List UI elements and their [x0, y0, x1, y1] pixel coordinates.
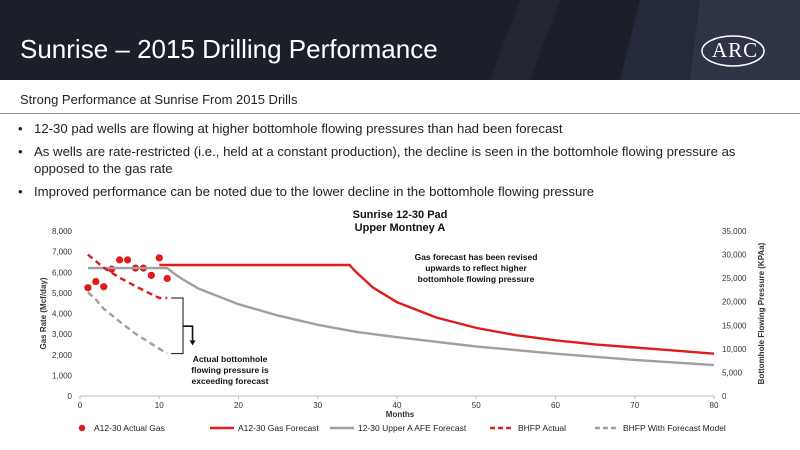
- annotation-arrow: [183, 325, 194, 341]
- bhfp-actual-line: [87, 253, 168, 300]
- gas-forecast-line: [159, 263, 715, 355]
- bullet-list: 12-30 pad wells are flowing at higher bo…: [18, 120, 778, 206]
- annotation-arrowhead: [189, 340, 196, 346]
- slide-subtitle: Strong Performance at Sunrise From 2015 …: [20, 92, 298, 107]
- actual-gas-point: [155, 254, 163, 262]
- logo-text: ARC: [712, 38, 759, 62]
- header-stripe-graphic: [490, 0, 800, 80]
- y-tick-label: 4,000: [52, 310, 73, 319]
- x-tick-label: 20: [234, 401, 243, 410]
- chart-subtitle: Upper Montney A: [355, 222, 446, 234]
- y-tick-label: 6,000: [52, 268, 73, 277]
- chart-title: Sunrise 12-30 Pad: [353, 209, 448, 221]
- x-tick-label: 30: [313, 401, 322, 410]
- afe-forecast-line: [87, 266, 715, 367]
- x-tick-label: 0: [78, 401, 83, 410]
- actual-gas-point: [123, 256, 132, 264]
- divider: [0, 113, 800, 114]
- y2-tick-label: 5,000: [722, 368, 743, 377]
- actual-gas-point: [92, 277, 100, 286]
- y2-tick-label: 10,000: [722, 345, 747, 354]
- y-tick-label: 1,000: [52, 371, 73, 380]
- actual-gas-point: [147, 271, 155, 279]
- bullet-item: As wells are rate-restricted (i.e., held…: [18, 143, 778, 177]
- y-tick-label: 3,000: [52, 330, 73, 339]
- x-axis-label: Months: [386, 410, 415, 419]
- x-tick-label: 80: [710, 401, 719, 410]
- x-tick-label: 10: [155, 401, 164, 410]
- actual-gas-point: [163, 274, 171, 283]
- y-tick-label: 5,000: [52, 289, 73, 298]
- bullet-item: Improved performance can be noted due to…: [18, 183, 778, 200]
- x-tick-label: 60: [551, 401, 560, 410]
- annotation-gas-forecast-revised: Gas forecast has been revised upwards to …: [415, 252, 538, 284]
- actual-gas-point: [116, 256, 124, 264]
- y2-tick-label: 20,000: [722, 298, 747, 307]
- legend-label: BHFP With Forecast Model: [623, 423, 726, 433]
- title-bar: Sunrise – 2015 Drilling Performance ARC: [0, 0, 800, 80]
- y-axis-label: Gas Rate (Mcf/day): [39, 277, 48, 349]
- y-tick-label: 2,000: [52, 351, 73, 360]
- actual-gas-point: [100, 283, 108, 291]
- y-tick-label: 0: [68, 392, 73, 401]
- actual-gas-point: [84, 284, 92, 292]
- legend-label: A12-30 Gas Forecast: [238, 423, 319, 433]
- y2-axis-label: Bottomhole Flowing Pressure (KPAa): [757, 242, 766, 384]
- annotation-bracket: [171, 297, 184, 355]
- arc-logo-icon: [701, 35, 765, 67]
- bullet-item: 12-30 pad wells are flowing at higher bo…: [18, 120, 778, 137]
- annotation-bhfp-exceeding: Actual bottomhole flowing pressure is exce…: [191, 354, 269, 386]
- slide-title: Sunrise – 2015 Drilling Performance: [20, 34, 438, 64]
- legend-label: BHFP Actual: [518, 423, 566, 433]
- legend-swatch: [78, 424, 86, 432]
- y2-tick-label: 15,000: [722, 321, 747, 330]
- y2-tick-label: 0: [722, 392, 727, 401]
- x-tick-label: 40: [393, 401, 402, 410]
- legend-label: 12-30 Upper A AFE Forecast: [358, 423, 467, 433]
- y2-tick-label: 30,000: [722, 251, 747, 260]
- x-tick-label: 50: [472, 401, 481, 410]
- y2-tick-label: 25,000: [722, 274, 747, 283]
- y2-tick-label: 35,000: [722, 227, 747, 236]
- y-tick-label: 7,000: [52, 248, 73, 257]
- bhfp-forecast-model-line: [87, 291, 168, 355]
- y-tick-label: 8,000: [52, 227, 73, 236]
- legend-label: A12-30 Actual Gas: [94, 423, 165, 433]
- x-tick-label: 70: [630, 401, 639, 410]
